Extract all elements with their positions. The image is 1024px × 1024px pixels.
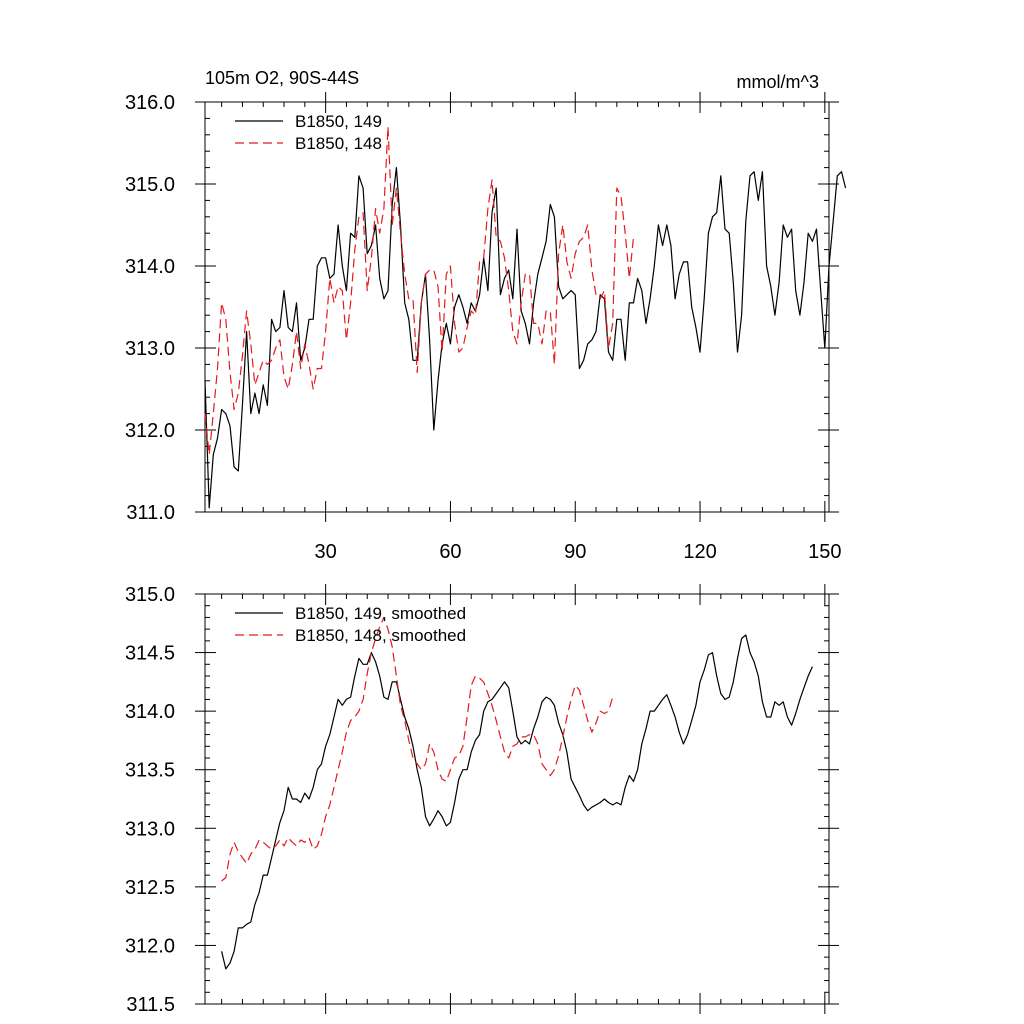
y-tick-label: 315.0 [125,174,175,196]
x-tick-label: 90 [564,541,586,563]
x-tick-label: 30 [315,541,337,563]
x-tick-label: 150 [808,541,841,563]
bottom-legend: B1850, 149, smoothed B1850, 148, smoothe… [235,604,466,645]
y-tick-label: 313.5 [125,760,175,782]
bottom-plot-frame [204,593,830,1005]
y-tick-label: 315.0 [125,584,175,606]
y-tick-label: 314.0 [125,256,175,278]
y-tick-label: 313.0 [125,818,175,840]
y-tick-label: 312.5 [125,877,175,899]
legend-label-b1850-148: B1850, 148 [295,134,382,153]
y-tick-label: 312.0 [125,420,175,442]
y-tick-label: 313.0 [125,338,175,360]
top-panel: 105m O2, 90S-44S mmol/m^3 30 60 90 120 150 31… [125,68,847,563]
series-line-b1850-149-smoothed [221,634,813,970]
top-plot-frame [204,101,830,513]
top-series-lines [204,125,847,509]
series-line-b1850-148 [204,125,635,456]
legend-label-b1850-149: B1850, 149 [295,112,382,131]
series-line-b1850-149 [204,167,847,509]
y-tick-label: 314.0 [125,701,175,723]
y-tick-label: 311.5 [126,994,175,1016]
top-chart-units: mmol/m^3 [737,72,819,92]
top-chart-title: 105m O2, 90S-44S [205,68,359,88]
top-axis-ticks: 30 60 90 120 150 311.0 312.0 313.0 314.0 315.0 316… [125,92,842,563]
y-tick-label: 314.5 [125,643,175,665]
top-legend: B1850, 149 B1850, 148 [235,112,382,153]
legend-label-b1850-148-smoothed: B1850, 148, smoothed [295,626,466,645]
x-tick-label: 60 [439,541,461,563]
bottom-series-lines [221,616,813,970]
bottom-panel: 311.5 312.0 312.5 313.0 313.5 314.0 314.5 315.0… [125,584,839,1016]
y-tick-label: 312.0 [125,935,175,957]
series-line-b1850-148-smoothed [221,616,614,882]
bottom-axis-ticks: 311.5 312.0 312.5 313.0 313.5 314.0 314.5 315.0 [125,584,839,1016]
legend-label-b1850-149-smoothed: B1850, 149, smoothed [295,604,466,623]
y-tick-label: 311.0 [126,502,175,524]
y-tick-label: 316.0 [125,92,175,114]
x-tick-label: 120 [683,541,716,563]
